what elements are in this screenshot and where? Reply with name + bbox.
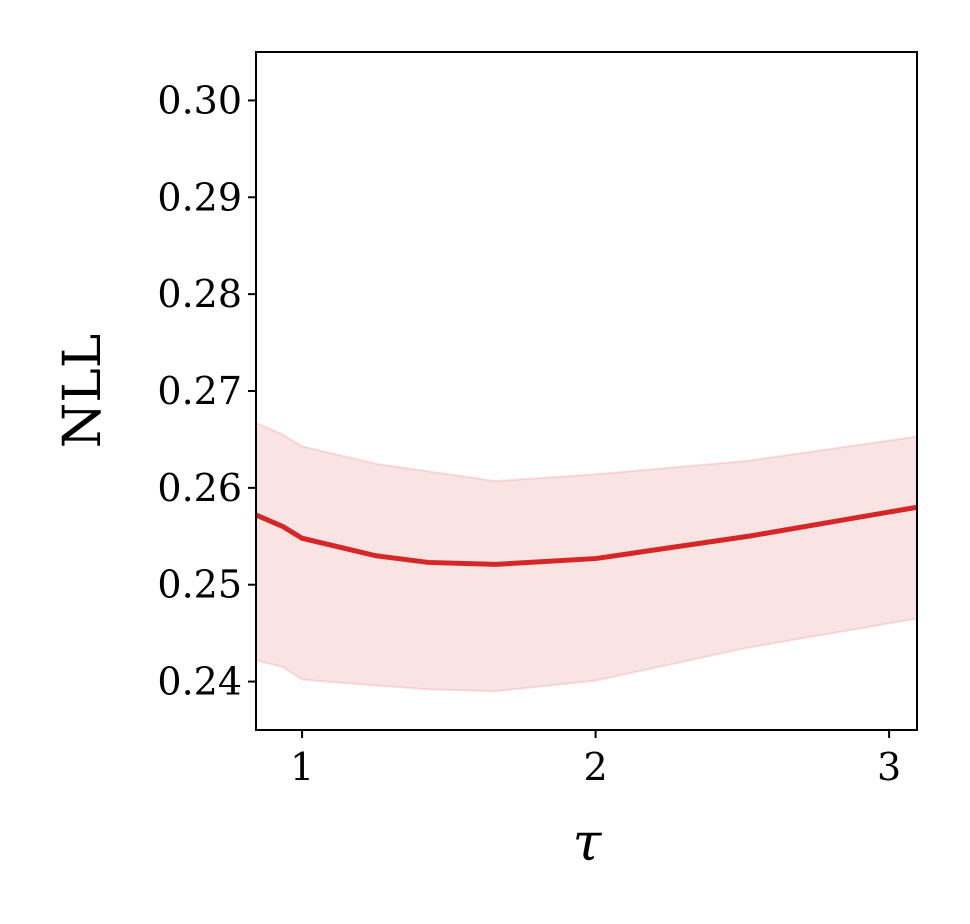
y-tick-label: 0.30 [157, 78, 242, 122]
y-axis-label: NLL [53, 334, 113, 449]
y-tick-label: 0.24 [157, 660, 242, 704]
y-tick-label: 0.26 [157, 466, 242, 510]
y-tick-label: 0.25 [157, 563, 242, 607]
x-axis-label: τ [573, 813, 603, 873]
y-tick-label: 0.28 [157, 272, 242, 316]
x-tick-label: 3 [877, 745, 901, 789]
x-tick-label: 1 [290, 745, 314, 789]
y-tick-label: 0.27 [157, 369, 242, 413]
plot-frame [255, 51, 918, 731]
y-tick-label: 0.29 [157, 175, 242, 219]
line [255, 504, 918, 567]
x-tick-label: 2 [584, 745, 608, 789]
